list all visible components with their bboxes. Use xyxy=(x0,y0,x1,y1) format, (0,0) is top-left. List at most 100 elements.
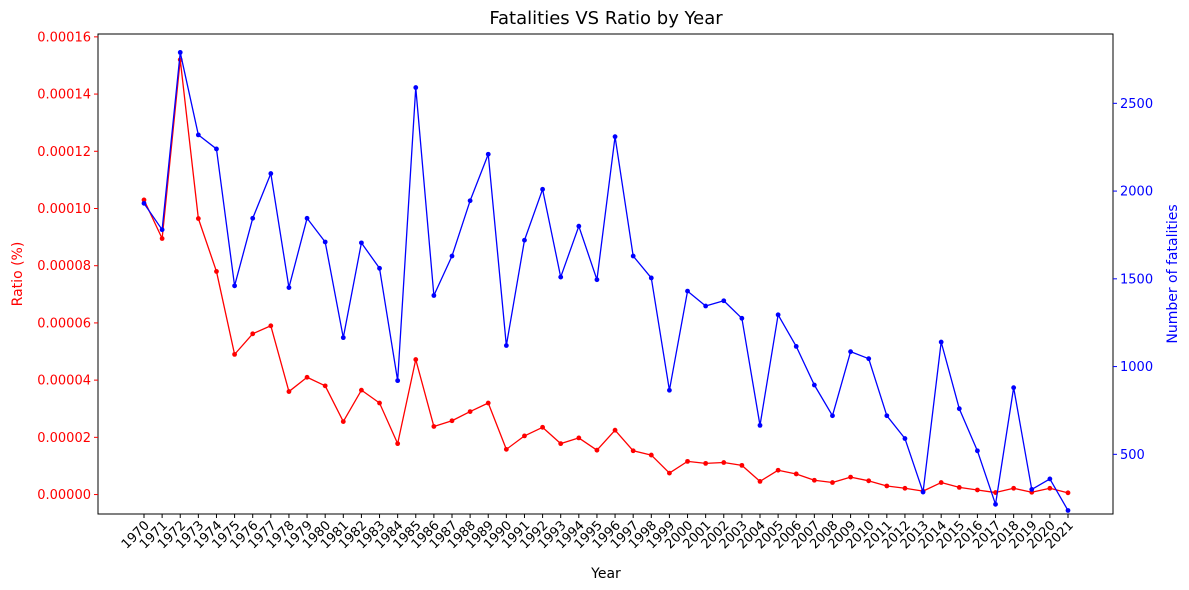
chart-title: Fatalities VS Ratio by Year xyxy=(489,8,723,29)
ratio-point-2021 xyxy=(1065,490,1071,496)
right-y-tick-label: 500 xyxy=(1120,448,1145,463)
ratio-point-1971 xyxy=(159,236,165,241)
right-y-tick-label: 1500 xyxy=(1120,272,1153,287)
ratio-point-1976 xyxy=(250,331,256,337)
ratio-point-2008 xyxy=(830,480,835,485)
ratio-point-1993 xyxy=(558,441,564,447)
ratio-point-2005 xyxy=(775,467,781,473)
fatalities-point-1994 xyxy=(576,223,582,229)
ratio-point-2003 xyxy=(739,462,745,468)
ratio-point-2010 xyxy=(866,478,872,484)
fatalities-point-1985 xyxy=(413,85,419,90)
ratio-point-1988 xyxy=(467,409,473,414)
ratio-point-1999 xyxy=(667,470,672,476)
ratio-point-1986 xyxy=(431,424,437,429)
ratio-point-1989 xyxy=(485,400,491,406)
fatalities-point-1973 xyxy=(195,132,201,138)
ratio-point-2012 xyxy=(902,485,908,491)
ratio-point-1980 xyxy=(322,383,328,389)
fatalities-point-1986 xyxy=(431,293,437,298)
ratio-point-1975 xyxy=(232,351,237,357)
fatalities-point-1997 xyxy=(630,253,636,259)
fatalities-point-2021 xyxy=(1065,508,1071,513)
left-y-tick-label: 0.00004 xyxy=(37,374,91,389)
fatalities-point-1990 xyxy=(503,343,509,348)
ratio-point-2014 xyxy=(938,480,944,485)
fatalities-point-1993 xyxy=(558,274,564,280)
ratio-point-1977 xyxy=(268,323,274,329)
ratio-point-1995 xyxy=(594,447,600,453)
ratio-point-2007 xyxy=(811,477,817,483)
fatalities-point-2014 xyxy=(938,339,944,345)
ratio-point-2020 xyxy=(1047,485,1053,491)
fatalities-point-2010 xyxy=(866,356,872,362)
fatalities-point-2012 xyxy=(902,436,908,441)
fatalities-point-1983 xyxy=(377,265,382,271)
fatalities-point-2001 xyxy=(703,303,709,309)
fatalities-point-1996 xyxy=(612,134,618,140)
left-y-tick-label: 0.00006 xyxy=(37,316,91,331)
fatalities-point-1982 xyxy=(359,240,364,246)
fatalities-point-2020 xyxy=(1047,476,1053,482)
fatalities-point-2015 xyxy=(956,406,962,412)
right-y-tick-label: 2000 xyxy=(1120,185,1153,200)
fatalities-point-1987 xyxy=(449,253,455,259)
ratio-point-2004 xyxy=(757,478,763,484)
left-y-tick-label: 0.00000 xyxy=(37,488,91,503)
fatalities-point-1980 xyxy=(322,239,328,245)
ratio-point-1998 xyxy=(648,452,654,458)
fatalities-point-2013 xyxy=(920,489,926,495)
fatalities-point-1971 xyxy=(159,227,165,233)
fatalities-point-1988 xyxy=(467,198,473,204)
ratio-point-1973 xyxy=(195,216,201,221)
ratio-point-2018 xyxy=(1011,485,1017,491)
ratio-point-1996 xyxy=(612,427,618,433)
ratio-point-2016 xyxy=(975,487,980,493)
fatalities-point-1995 xyxy=(594,277,600,283)
ratio-point-1994 xyxy=(576,435,582,441)
fatalities-point-1998 xyxy=(648,275,654,281)
left-y-tick-label: 0.00014 xyxy=(37,88,91,103)
fatalities-point-2016 xyxy=(975,448,980,454)
fatalities-point-1974 xyxy=(214,146,219,152)
right-y-tick-label: 2500 xyxy=(1120,97,1153,112)
fatalities-point-2004 xyxy=(757,422,763,428)
left-y-axis-label: Ratio (%) xyxy=(10,242,26,307)
fatalities-series-line xyxy=(143,51,1069,511)
right-y-axis-label: Number of fatalities xyxy=(1165,204,1181,343)
fatalities-point-2000 xyxy=(685,288,690,294)
ratio-point-1997 xyxy=(630,448,636,454)
ratio-point-1987 xyxy=(449,418,455,424)
fatalities-point-2018 xyxy=(1011,385,1017,391)
fatalities-point-2009 xyxy=(848,349,853,355)
ratio-point-1990 xyxy=(503,446,509,452)
fatalities-point-1979 xyxy=(304,215,310,221)
fatalities-point-1970 xyxy=(141,200,147,206)
ratio-point-1982 xyxy=(359,387,364,393)
ratio-point-1974 xyxy=(214,269,219,274)
fatalities-point-2008 xyxy=(830,413,835,419)
fatalities-point-2006 xyxy=(793,343,799,349)
ratio-point-2000 xyxy=(685,458,690,464)
plot-frame xyxy=(97,33,1114,515)
ratio-point-2006 xyxy=(793,471,799,477)
ratio-point-2011 xyxy=(884,483,890,489)
ratio-point-1992 xyxy=(540,424,545,430)
fatalities-point-2017 xyxy=(993,501,998,507)
fatalities-point-1991 xyxy=(522,237,527,243)
fatalities-point-2007 xyxy=(811,382,817,388)
fatalities-point-1976 xyxy=(250,215,256,221)
plot-area: 1970197119721973197419751976197719781979… xyxy=(37,30,1153,552)
fatalities-point-1992 xyxy=(540,186,545,192)
fatalities-point-1977 xyxy=(268,171,274,176)
fatalities-point-1975 xyxy=(232,283,237,289)
fatalities-point-2002 xyxy=(721,298,727,304)
ratio-point-1983 xyxy=(377,400,382,406)
fatalities-point-1984 xyxy=(395,378,401,384)
left-y-tick-label: 0.00002 xyxy=(37,431,91,446)
fatalities-point-2019 xyxy=(1029,487,1035,492)
ratio-point-1978 xyxy=(286,389,292,394)
fatalities-point-2003 xyxy=(739,315,745,321)
fatalities-point-1972 xyxy=(177,50,183,55)
